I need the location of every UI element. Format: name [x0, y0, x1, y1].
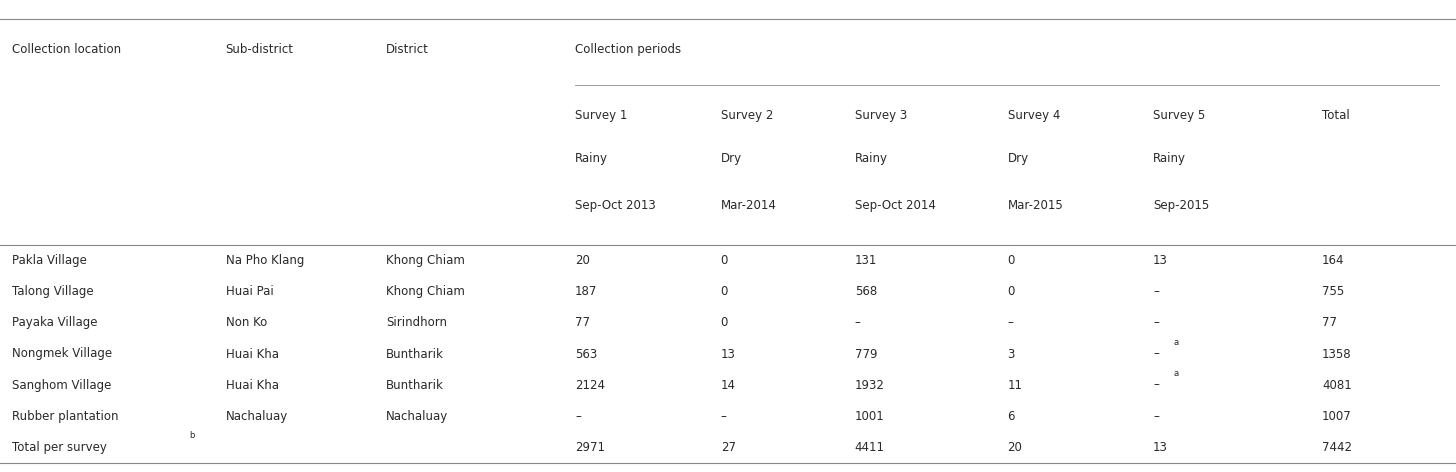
Text: Huai Kha: Huai Kha: [226, 347, 278, 361]
Text: Huai Pai: Huai Pai: [226, 286, 274, 298]
Text: Survey 2: Survey 2: [721, 109, 773, 122]
Text: 755: 755: [1322, 286, 1344, 298]
Text: Dry: Dry: [1008, 152, 1029, 165]
Text: Pakla Village: Pakla Village: [12, 254, 86, 268]
Text: b: b: [189, 431, 195, 440]
Text: 1007: 1007: [1322, 410, 1351, 422]
Text: –: –: [1153, 379, 1159, 391]
Text: 77: 77: [1322, 317, 1337, 329]
Text: Sep-Oct 2013: Sep-Oct 2013: [575, 199, 655, 212]
Text: 0: 0: [721, 254, 728, 268]
Text: 20: 20: [575, 254, 590, 268]
Text: Nachaluay: Nachaluay: [386, 410, 448, 422]
Text: Total per survey: Total per survey: [12, 440, 106, 454]
Text: 0: 0: [1008, 286, 1015, 298]
Text: –: –: [1153, 317, 1159, 329]
Text: 2971: 2971: [575, 440, 606, 454]
Text: Dry: Dry: [721, 152, 743, 165]
Text: Nongmek Village: Nongmek Village: [12, 347, 112, 361]
Text: 77: 77: [575, 317, 590, 329]
Text: 0: 0: [721, 317, 728, 329]
Text: District: District: [386, 43, 428, 56]
Text: Nachaluay: Nachaluay: [226, 410, 288, 422]
Text: Sanghom Village: Sanghom Village: [12, 379, 111, 391]
Text: 187: 187: [575, 286, 597, 298]
Text: Collection periods: Collection periods: [575, 43, 681, 56]
Text: Rainy: Rainy: [575, 152, 609, 165]
Text: Mar-2014: Mar-2014: [721, 199, 776, 212]
Text: 27: 27: [721, 440, 735, 454]
Text: 13: 13: [721, 347, 735, 361]
Text: 4411: 4411: [855, 440, 885, 454]
Text: Buntharik: Buntharik: [386, 347, 444, 361]
Text: Sirindhorn: Sirindhorn: [386, 317, 447, 329]
Text: 6: 6: [1008, 410, 1015, 422]
Text: 7442: 7442: [1322, 440, 1353, 454]
Text: 1932: 1932: [855, 379, 885, 391]
Text: Payaka Village: Payaka Village: [12, 317, 98, 329]
Text: Khong Chiam: Khong Chiam: [386, 254, 464, 268]
Text: 0: 0: [721, 286, 728, 298]
Text: 11: 11: [1008, 379, 1022, 391]
Text: 1358: 1358: [1322, 347, 1351, 361]
Text: 13: 13: [1153, 440, 1168, 454]
Text: –: –: [855, 317, 860, 329]
Text: –: –: [721, 410, 727, 422]
Text: Survey 1: Survey 1: [575, 109, 628, 122]
Text: 1001: 1001: [855, 410, 884, 422]
Text: Buntharik: Buntharik: [386, 379, 444, 391]
Text: 2124: 2124: [575, 379, 606, 391]
Text: Na Pho Klang: Na Pho Klang: [226, 254, 304, 268]
Text: 779: 779: [855, 347, 877, 361]
Text: 131: 131: [855, 254, 877, 268]
Text: Sep-Oct 2014: Sep-Oct 2014: [855, 199, 936, 212]
Text: Rainy: Rainy: [1153, 152, 1187, 165]
Text: Sep-2015: Sep-2015: [1153, 199, 1210, 212]
Text: Talong Village: Talong Village: [12, 286, 93, 298]
Text: a: a: [1174, 369, 1179, 378]
Text: 568: 568: [855, 286, 877, 298]
Text: Rubber plantation: Rubber plantation: [12, 410, 118, 422]
Text: a: a: [1174, 337, 1179, 347]
Text: 3: 3: [1008, 347, 1015, 361]
Text: Sub-district: Sub-district: [226, 43, 294, 56]
Text: Collection location: Collection location: [12, 43, 121, 56]
Text: 13: 13: [1153, 254, 1168, 268]
Text: Khong Chiam: Khong Chiam: [386, 286, 464, 298]
Text: 20: 20: [1008, 440, 1022, 454]
Text: Non Ko: Non Ko: [226, 317, 266, 329]
Text: Rainy: Rainy: [855, 152, 888, 165]
Text: 14: 14: [721, 379, 735, 391]
Text: –: –: [575, 410, 581, 422]
Text: –: –: [1153, 410, 1159, 422]
Text: Survey 5: Survey 5: [1153, 109, 1206, 122]
Text: –: –: [1153, 347, 1159, 361]
Text: Total: Total: [1322, 109, 1350, 122]
Text: 164: 164: [1322, 254, 1344, 268]
Text: 563: 563: [575, 347, 597, 361]
Text: Huai Kha: Huai Kha: [226, 379, 278, 391]
Text: Mar-2015: Mar-2015: [1008, 199, 1063, 212]
Text: –: –: [1153, 286, 1159, 298]
Text: Survey 3: Survey 3: [855, 109, 907, 122]
Text: 0: 0: [1008, 254, 1015, 268]
Text: 4081: 4081: [1322, 379, 1351, 391]
Text: –: –: [1008, 317, 1013, 329]
Text: Survey 4: Survey 4: [1008, 109, 1060, 122]
